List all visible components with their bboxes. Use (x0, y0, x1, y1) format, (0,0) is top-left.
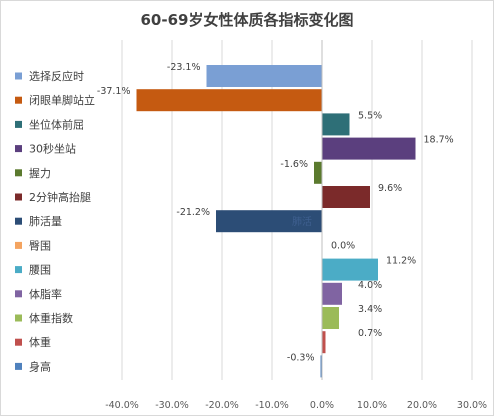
legend-label: 臀围 (29, 239, 51, 252)
data-label: -21.2% (176, 207, 210, 218)
x-tick-label: -30.0% (155, 400, 189, 411)
bar (322, 113, 350, 136)
data-label: -1.6% (280, 159, 308, 170)
legend-marker (15, 217, 22, 225)
legend-label: 选择反应时 (29, 69, 84, 83)
legend-marker (15, 338, 22, 346)
bar (322, 186, 370, 208)
legend-label: 体重 (29, 335, 51, 349)
legend-marker (15, 362, 22, 370)
bar (320, 355, 322, 378)
bar (322, 137, 416, 160)
chart-title: 60-69岁女性体质各指标变化图 (140, 11, 354, 29)
legend-marker (15, 290, 22, 298)
legend-label: 体脂率 (29, 287, 62, 301)
data-label: -23.1% (167, 62, 201, 73)
legend-marker (15, 266, 22, 274)
bar (322, 282, 342, 305)
legend-marker (15, 145, 22, 153)
bar (136, 89, 322, 112)
data-label: -37.1% (97, 86, 131, 97)
data-label: 9.6% (378, 183, 402, 194)
legend-marker (15, 72, 22, 80)
legend-label: 体重指数 (29, 311, 73, 325)
bar (322, 331, 326, 354)
data-label: 4.0% (358, 280, 382, 291)
x-tick-label: -40.0% (105, 400, 139, 411)
x-tick-label: 0.0% (310, 400, 334, 411)
legend-marker (15, 193, 22, 201)
data-label: 0.0% (331, 240, 355, 251)
x-tick-label: 20.0% (407, 400, 437, 411)
legend-label: 坐位体前屈 (29, 117, 84, 131)
legend-label: 30秒坐站 (29, 142, 76, 156)
data-label: 0.7% (358, 328, 382, 339)
data-label: 11.2% (386, 256, 416, 267)
legend-label: 肺活量 (29, 215, 62, 228)
inside-bar-text: 肺活 (292, 216, 312, 228)
bar (206, 65, 322, 87)
x-tick-label: 10.0% (357, 400, 387, 411)
legend-label: 身高 (29, 359, 51, 373)
x-tick-label: -20.0% (205, 400, 239, 411)
legend-label: 2分钟高抬腿 (29, 190, 91, 204)
legend-marker (15, 241, 22, 249)
legend-label: 闭眼单脚站立 (29, 93, 95, 107)
data-label: -0.3% (287, 352, 315, 363)
data-label: 3.4% (358, 304, 382, 315)
legend-label: 腰围 (29, 264, 51, 277)
legend-marker (15, 314, 22, 322)
legend-label: 握力 (29, 166, 51, 180)
data-label: 18.7% (424, 135, 454, 146)
bar (322, 258, 378, 281)
x-tick-label: -10.0% (255, 400, 289, 411)
bar (322, 307, 339, 329)
bar (314, 161, 322, 184)
legend-marker (15, 169, 22, 177)
x-tick-label: 30.0% (457, 400, 487, 411)
legend-marker (15, 120, 22, 128)
bar (216, 210, 322, 233)
legend-marker (15, 96, 22, 104)
data-label: 5.5% (358, 110, 382, 121)
